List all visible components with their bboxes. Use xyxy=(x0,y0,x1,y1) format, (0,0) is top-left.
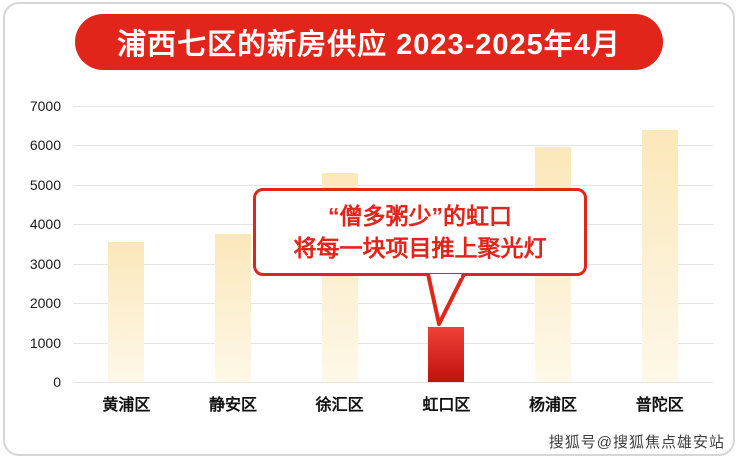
bar-slot xyxy=(606,106,713,382)
chart-title: 浦西七区的新房供应 2023-2025年4月 xyxy=(117,29,621,61)
bar-series xyxy=(73,106,713,382)
bar-slot xyxy=(73,106,180,382)
annotation-line-1: “僧多粥少”的虹口 xyxy=(328,203,512,229)
x-axis-label-虹口区: 虹口区 xyxy=(422,397,471,414)
chart-card: 浦西七区的新房供应 2023-2025年4月 0 1000 2000 3000 4000… xyxy=(3,2,735,456)
y-axis-tick: 2000 xyxy=(29,295,61,312)
y-axis-tick: 4000 xyxy=(29,216,61,233)
x-axis-label-黄浦区: 黄浦区 xyxy=(102,397,151,414)
annotation-callout: “僧多粥少”的虹口 将每一块项目推上聚光灯 xyxy=(253,188,587,276)
callout-pointer xyxy=(426,274,466,326)
watermark: 搜狐号@搜狐焦点雄安站 xyxy=(548,434,725,451)
y-axis-tick: 1000 xyxy=(29,334,61,351)
bar-普陀区 xyxy=(641,129,678,382)
bar-黄浦区 xyxy=(108,242,145,382)
y-axis-tick: 5000 xyxy=(29,176,61,193)
gridline xyxy=(73,184,713,186)
x-axis-label-徐汇区: 徐汇区 xyxy=(315,397,364,414)
gridline xyxy=(73,342,713,344)
annotation-line-2: 将每一块项目推上聚光灯 xyxy=(293,235,547,261)
gridline xyxy=(73,382,713,383)
x-axis: 黄浦区 静安区 徐汇区 虹口区 杨浦区 普陀区 xyxy=(73,391,713,415)
x-axis-label-杨浦区: 杨浦区 xyxy=(529,397,578,414)
y-axis: 0 1000 2000 3000 4000 5000 6000 7000 xyxy=(13,98,65,390)
y-axis-tick: 7000 xyxy=(29,98,61,114)
bar-虹口区 xyxy=(428,326,465,382)
gridline xyxy=(73,303,713,305)
y-axis-tick: 3000 xyxy=(29,255,61,272)
y-axis-tick: 0 xyxy=(53,374,61,390)
plot-area xyxy=(73,106,713,383)
chart-title-banner: 浦西七区的新房供应 2023-2025年4月 xyxy=(75,14,663,70)
y-axis-tick: 6000 xyxy=(29,137,61,154)
bar-slot xyxy=(180,106,287,382)
bar-静安区 xyxy=(215,234,251,382)
x-axis-label-普陀区: 普陀区 xyxy=(635,397,684,414)
x-axis-label-静安区: 静安区 xyxy=(209,397,258,414)
gridline xyxy=(73,145,713,147)
gridline xyxy=(73,106,713,107)
bar-slot xyxy=(393,106,500,382)
